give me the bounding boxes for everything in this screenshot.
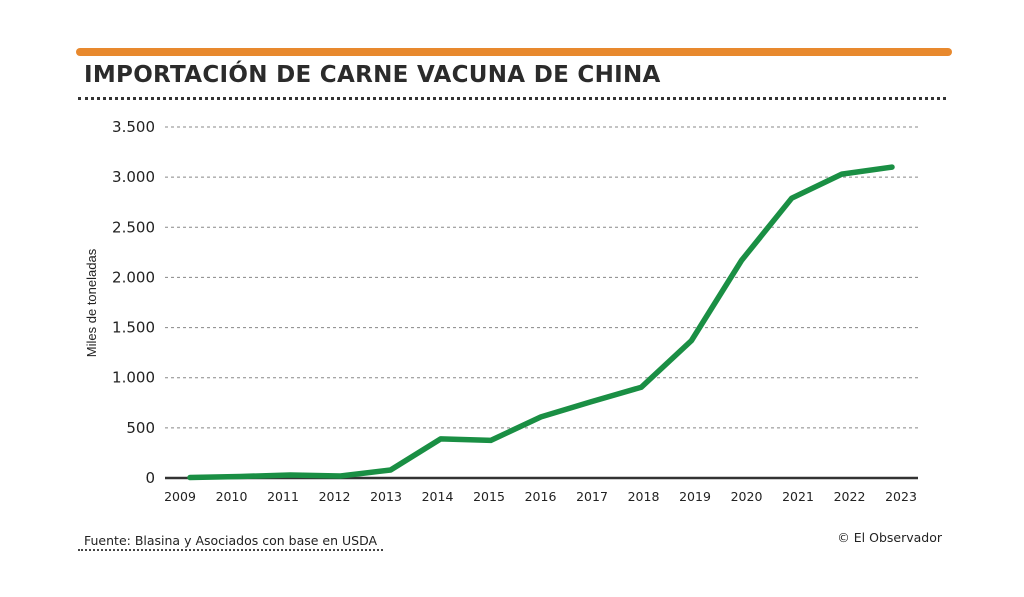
y-axis-label: Miles de toneladas [84,248,99,357]
chart-title: IMPORTACIÓN DE CARNE VACUNA DE CHINA [84,62,661,88]
x-tick-label: 2015 [473,489,505,504]
x-tick-label: 2016 [525,489,557,504]
x-tick-label: 2020 [731,489,763,504]
y-tick-label: 2.000 [112,268,155,286]
x-tick-label: 2014 [422,489,454,504]
accent-bar [76,48,952,56]
title-divider [78,97,946,100]
y-tick-label: 500 [126,419,155,437]
credit: © El Observador [837,530,942,545]
series-line [187,164,895,481]
y-tick-label: 1.000 [112,369,155,387]
x-tick-label: 2019 [679,489,711,504]
y-tick-label: 3.500 [112,118,155,136]
y-tick-label: 3.000 [112,168,155,186]
x-tick-label: 2010 [216,489,248,504]
source-divider [78,549,383,551]
x-tick-label: 2011 [267,489,299,504]
x-tick-label: 2018 [628,489,660,504]
x-tick-label: 2013 [370,489,402,504]
x-tick-label: 2021 [782,489,814,504]
y-tick-label: 1.500 [112,319,155,337]
x-tick-label: 2022 [834,489,866,504]
x-tick-label: 2009 [164,489,196,504]
x-tick-label: 2012 [319,489,351,504]
y-tick-label: 0 [145,469,155,487]
y-tick-label: 2.500 [112,218,155,236]
source-note: Fuente: Blasina y Asociados con base en … [84,533,378,548]
x-tick-label: 2017 [576,489,608,504]
x-tick-label: 2023 [885,489,917,504]
